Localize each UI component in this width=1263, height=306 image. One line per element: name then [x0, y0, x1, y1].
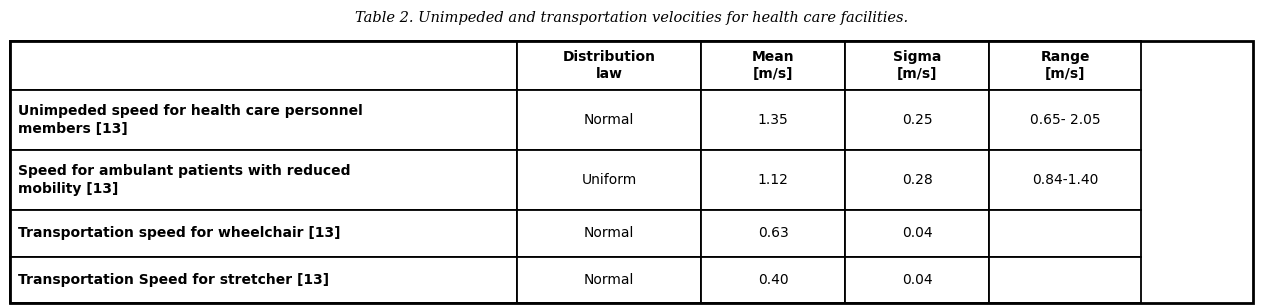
Bar: [701, 210, 845, 256]
Text: 0.40: 0.40: [758, 273, 788, 287]
Bar: [10, 41, 1253, 303]
Text: Normal: Normal: [584, 113, 634, 127]
Bar: [10, 210, 517, 256]
Bar: [517, 210, 701, 256]
Text: 0.28: 0.28: [902, 173, 932, 187]
Text: 0.63: 0.63: [758, 226, 788, 240]
Bar: [517, 41, 701, 90]
Bar: [10, 256, 517, 303]
Text: Unimpeded speed for health care personnel
members [13]: Unimpeded speed for health care personne…: [18, 104, 362, 136]
Bar: [845, 41, 989, 90]
Text: Uniform: Uniform: [581, 173, 637, 187]
Bar: [10, 150, 517, 210]
Text: 0.25: 0.25: [902, 113, 932, 127]
Bar: [701, 150, 845, 210]
Text: Speed for ambulant patients with reduced
mobility [13]: Speed for ambulant patients with reduced…: [18, 164, 350, 196]
Bar: [701, 90, 845, 150]
Bar: [517, 150, 701, 210]
Bar: [989, 90, 1140, 150]
Text: Mean
[m/s]: Mean [m/s]: [751, 50, 794, 81]
Text: 1.12: 1.12: [758, 173, 788, 187]
Bar: [845, 256, 989, 303]
Text: Normal: Normal: [584, 226, 634, 240]
Text: Normal: Normal: [584, 273, 634, 287]
Bar: [989, 256, 1140, 303]
Text: 0.04: 0.04: [902, 226, 932, 240]
Bar: [989, 150, 1140, 210]
Text: 0.04: 0.04: [902, 273, 932, 287]
Text: Transportation speed for wheelchair [13]: Transportation speed for wheelchair [13]: [18, 226, 340, 240]
Bar: [845, 210, 989, 256]
Text: Distribution
law: Distribution law: [562, 50, 655, 81]
Text: Sigma
[m/s]: Sigma [m/s]: [893, 50, 941, 81]
Bar: [989, 41, 1140, 90]
Text: Range
[m/s]: Range [m/s]: [1041, 50, 1090, 81]
Text: 1.35: 1.35: [758, 113, 788, 127]
Bar: [701, 256, 845, 303]
Bar: [845, 90, 989, 150]
Text: 0.65- 2.05: 0.65- 2.05: [1029, 113, 1100, 127]
Text: Transportation Speed for stretcher [13]: Transportation Speed for stretcher [13]: [18, 273, 328, 287]
Text: 0.84-1.40: 0.84-1.40: [1032, 173, 1099, 187]
Bar: [701, 41, 845, 90]
Bar: [517, 90, 701, 150]
Text: Table 2. Unimpeded and transportation velocities for health care facilities.: Table 2. Unimpeded and transportation ve…: [355, 11, 908, 25]
Bar: [10, 90, 517, 150]
Bar: [517, 256, 701, 303]
Bar: [845, 150, 989, 210]
Bar: [10, 41, 517, 90]
Bar: [989, 210, 1140, 256]
